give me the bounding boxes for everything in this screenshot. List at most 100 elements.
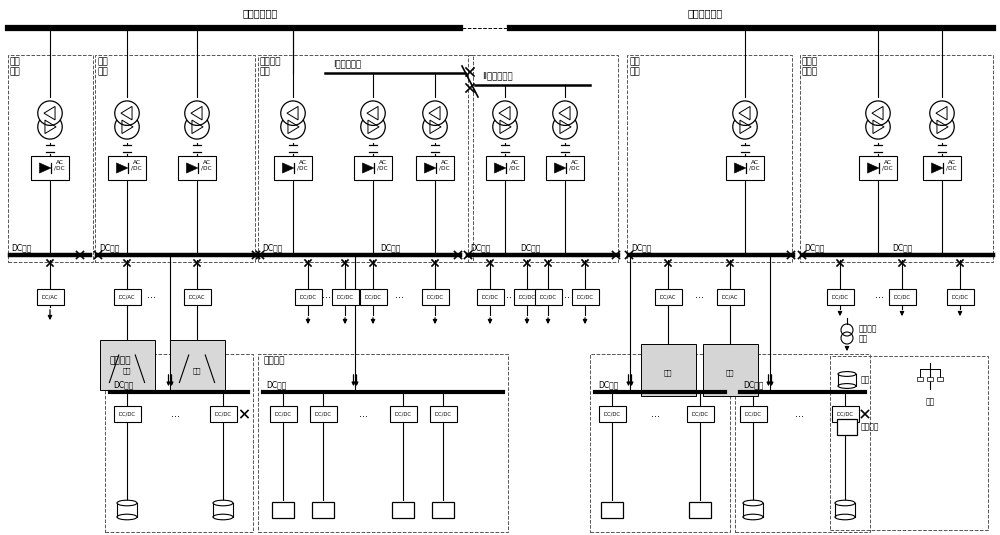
Text: ...: ... bbox=[358, 409, 368, 419]
Text: AC
/DC: AC /DC bbox=[54, 160, 65, 171]
Circle shape bbox=[115, 114, 139, 139]
Text: ...: ... bbox=[394, 290, 404, 300]
Bar bbox=[917, 377, 923, 381]
Bar bbox=[294, 289, 322, 305]
Ellipse shape bbox=[743, 514, 763, 520]
Bar bbox=[689, 502, 711, 518]
Text: AC
/DC: AC /DC bbox=[946, 160, 957, 171]
Text: ...: ... bbox=[148, 290, 156, 300]
Bar bbox=[654, 289, 682, 305]
Text: DC/AC: DC/AC bbox=[722, 294, 738, 300]
Text: DC母线: DC母线 bbox=[266, 380, 286, 389]
Ellipse shape bbox=[117, 500, 137, 506]
Text: DC母线: DC母线 bbox=[470, 243, 490, 252]
Bar bbox=[702, 344, 758, 396]
Circle shape bbox=[185, 114, 209, 139]
Text: AC
/DC: AC /DC bbox=[882, 160, 893, 171]
Circle shape bbox=[423, 114, 447, 139]
Bar bbox=[8, 55, 93, 262]
Text: AC
/DC: AC /DC bbox=[439, 160, 450, 171]
Bar bbox=[627, 55, 792, 262]
Text: 充换电站
系统: 充换电站 系统 bbox=[260, 57, 282, 77]
Text: 中压交流进线: 中压交流进线 bbox=[687, 8, 723, 18]
Text: ...: ... bbox=[504, 290, 512, 300]
Bar bbox=[832, 406, 858, 422]
Bar bbox=[826, 289, 854, 305]
Circle shape bbox=[733, 114, 757, 139]
Text: DC/AC: DC/AC bbox=[42, 294, 58, 300]
Polygon shape bbox=[931, 163, 943, 173]
Text: 路灯: 路灯 bbox=[925, 397, 935, 406]
Bar bbox=[430, 406, 456, 422]
Text: DC/DC: DC/DC bbox=[119, 411, 136, 417]
Bar bbox=[514, 289, 540, 305]
Bar bbox=[937, 377, 943, 381]
Bar bbox=[170, 340, 224, 390]
Text: AC
/DC: AC /DC bbox=[749, 160, 760, 171]
Text: 光伏阵列: 光伏阵列 bbox=[861, 423, 880, 432]
Bar bbox=[546, 156, 584, 180]
Text: AC
/DC: AC /DC bbox=[569, 160, 580, 171]
Bar bbox=[31, 156, 69, 180]
Bar bbox=[390, 406, 416, 422]
Text: DC/AC: DC/AC bbox=[119, 294, 135, 300]
Bar bbox=[572, 289, 598, 305]
Circle shape bbox=[553, 114, 577, 139]
Bar bbox=[210, 406, 237, 422]
Ellipse shape bbox=[835, 500, 855, 506]
Bar bbox=[432, 502, 454, 518]
Text: DC/DC: DC/DC bbox=[426, 294, 444, 300]
Circle shape bbox=[423, 101, 447, 125]
Text: DC/DC: DC/DC bbox=[576, 294, 594, 300]
Text: DC/DC: DC/DC bbox=[394, 411, 412, 417]
Circle shape bbox=[38, 114, 62, 139]
Bar bbox=[686, 406, 714, 422]
Polygon shape bbox=[186, 163, 198, 173]
Bar bbox=[354, 156, 392, 180]
Bar bbox=[36, 289, 64, 305]
Circle shape bbox=[115, 101, 139, 125]
Bar bbox=[716, 289, 744, 305]
Text: DC/DC: DC/DC bbox=[336, 294, 354, 300]
Text: 生产生
活系统: 生产生 活系统 bbox=[802, 57, 818, 77]
Text: DC母线: DC母线 bbox=[598, 380, 618, 389]
Text: DC/DC: DC/DC bbox=[364, 294, 382, 300]
Bar bbox=[468, 55, 618, 262]
Text: DC母线: DC母线 bbox=[804, 243, 824, 252]
Bar bbox=[726, 156, 764, 180]
Ellipse shape bbox=[835, 514, 855, 520]
Text: ...: ... bbox=[562, 290, 570, 300]
Text: DC母线: DC母线 bbox=[520, 243, 540, 252]
Bar bbox=[800, 55, 993, 262]
Bar bbox=[108, 156, 146, 180]
Circle shape bbox=[930, 114, 954, 139]
Text: II段交流母线: II段交流母线 bbox=[482, 71, 513, 80]
Ellipse shape bbox=[213, 500, 233, 506]
Text: AC
/DC: AC /DC bbox=[377, 160, 388, 171]
Bar bbox=[486, 156, 524, 180]
Text: 光伏系统: 光伏系统 bbox=[263, 356, 285, 365]
Circle shape bbox=[733, 101, 757, 125]
Bar bbox=[889, 289, 916, 305]
Text: ...: ... bbox=[694, 290, 704, 300]
Text: AC
/DC: AC /DC bbox=[131, 160, 142, 171]
Polygon shape bbox=[424, 163, 436, 173]
Ellipse shape bbox=[213, 514, 233, 520]
Text: 场桥: 场桥 bbox=[726, 369, 734, 376]
Text: DC/AC: DC/AC bbox=[189, 294, 205, 300]
Text: ...: ... bbox=[322, 290, 331, 300]
Circle shape bbox=[553, 101, 577, 125]
Bar bbox=[272, 502, 294, 518]
Circle shape bbox=[866, 114, 890, 139]
Text: 中压交流进线: 中压交流进线 bbox=[242, 8, 278, 18]
Polygon shape bbox=[39, 163, 51, 173]
Polygon shape bbox=[362, 163, 374, 173]
Polygon shape bbox=[282, 163, 294, 173]
Circle shape bbox=[281, 101, 305, 125]
Text: DC/DC: DC/DC bbox=[314, 411, 332, 417]
Bar bbox=[95, 55, 255, 262]
Polygon shape bbox=[867, 163, 879, 173]
Bar bbox=[258, 354, 508, 532]
Polygon shape bbox=[494, 163, 506, 173]
Polygon shape bbox=[734, 163, 746, 173]
